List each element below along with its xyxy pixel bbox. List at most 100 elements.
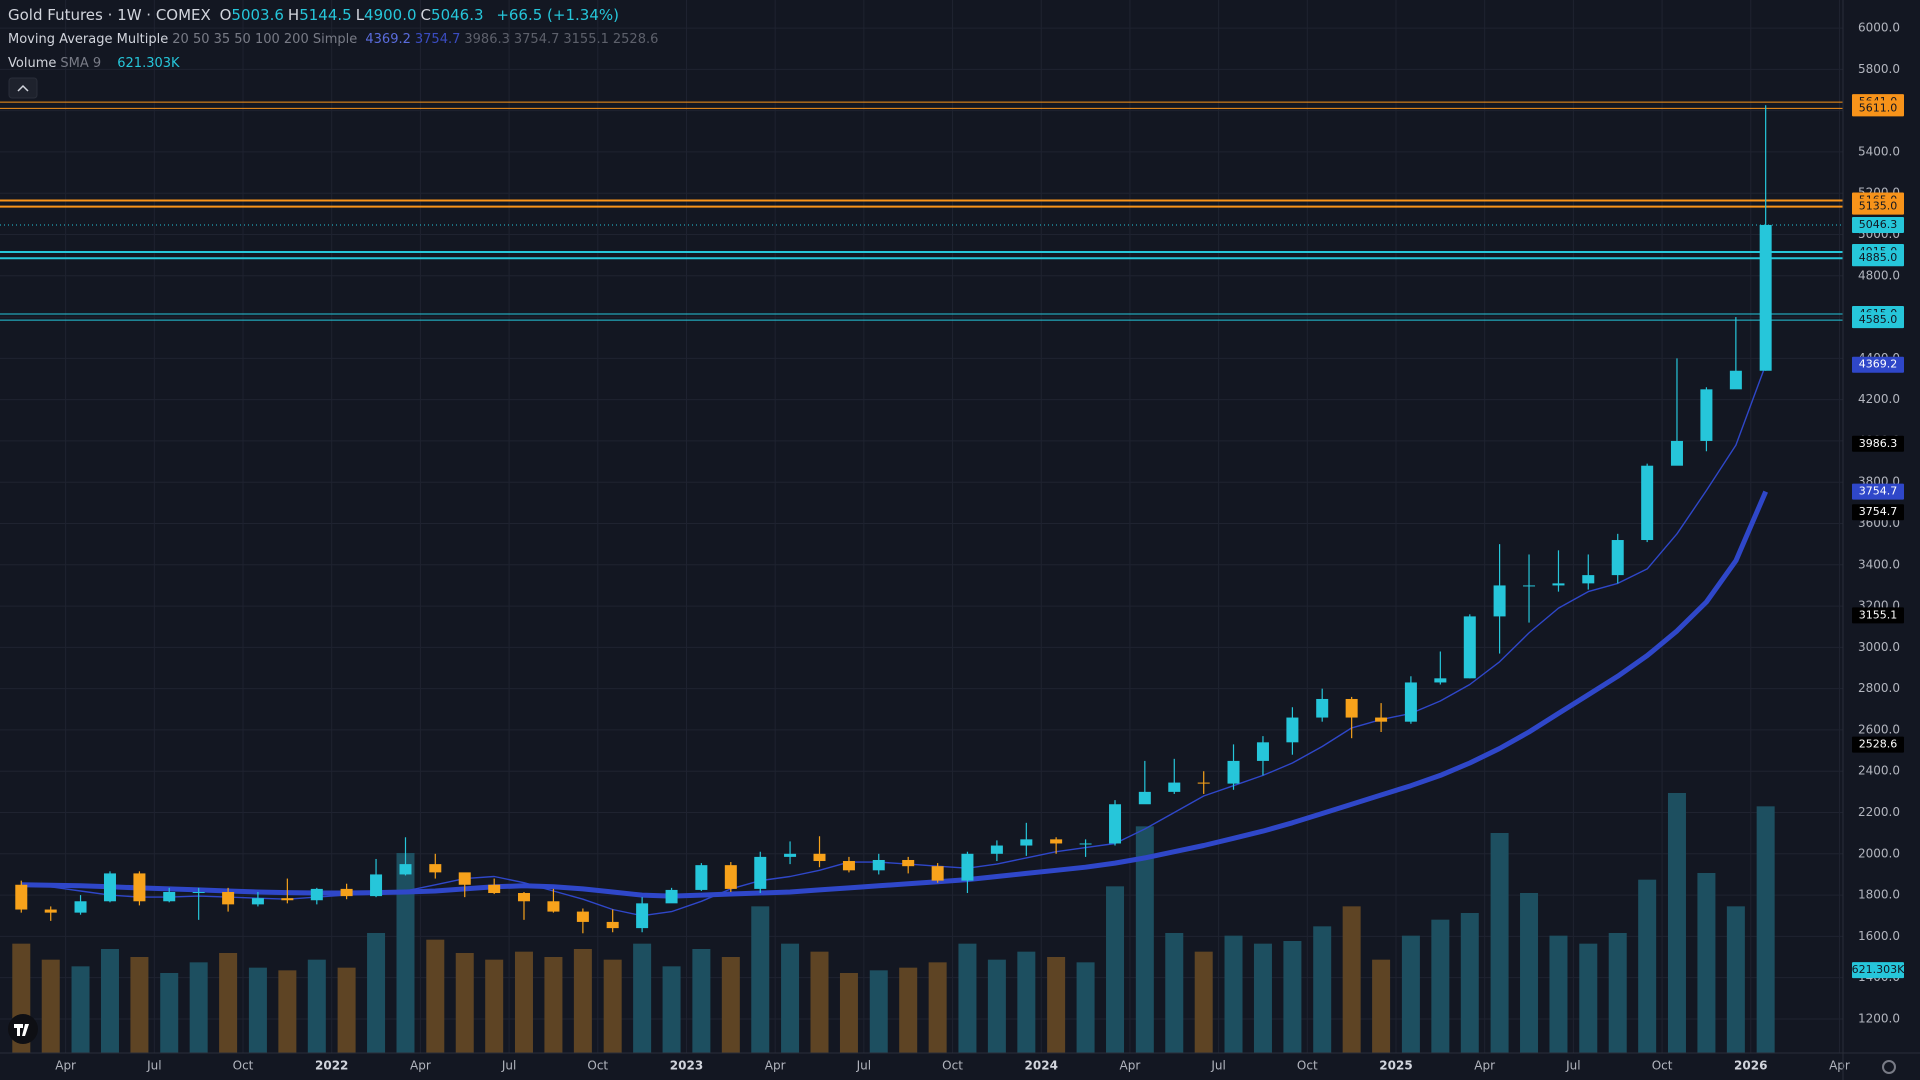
candle-body bbox=[517, 893, 530, 902]
volume-bar bbox=[1194, 951, 1213, 1053]
volume-bar bbox=[337, 967, 356, 1053]
volume-bar bbox=[839, 973, 858, 1053]
price-tag bbox=[1852, 312, 1904, 329]
y-tick-label: 4200.0 bbox=[1858, 392, 1900, 406]
candle-body bbox=[1168, 782, 1181, 792]
volume-bar bbox=[160, 973, 179, 1053]
x-tick-label: Jul bbox=[501, 1059, 516, 1073]
candle-body bbox=[1345, 698, 1358, 718]
settings-icon[interactable] bbox=[1882, 1060, 1896, 1074]
volume-bar bbox=[1106, 886, 1125, 1053]
volume-bar bbox=[1017, 951, 1036, 1053]
x-tick-label: Jul bbox=[1565, 1059, 1580, 1073]
candle-body bbox=[488, 884, 501, 894]
ma-values: 4369.2 3754.7 3986.3 3754.7 3155.1 2528.6 bbox=[365, 32, 662, 47]
collapse-chevron[interactable] bbox=[17, 84, 29, 92]
volume-value: 621.303K bbox=[117, 56, 180, 71]
candle-body bbox=[842, 861, 855, 871]
volume-bar bbox=[189, 962, 208, 1053]
logo-glyph[interactable] bbox=[14, 1024, 29, 1036]
price-tag-label: 4885.0 bbox=[1859, 251, 1898, 264]
candle-body bbox=[222, 891, 235, 905]
candle-body bbox=[103, 873, 116, 902]
price-tag bbox=[1852, 198, 1904, 215]
logo-circle[interactable] bbox=[8, 1014, 38, 1044]
candle-body bbox=[399, 864, 412, 875]
candle-body bbox=[251, 898, 264, 905]
x-tick-label: Apr bbox=[1829, 1059, 1850, 1073]
price-tag-label: 5611.0 bbox=[1859, 101, 1898, 114]
volume-name[interactable]: Volume bbox=[8, 56, 57, 71]
volume-bar bbox=[514, 951, 533, 1053]
candle-body bbox=[1552, 583, 1565, 586]
x-tick-label: Apr bbox=[1120, 1059, 1141, 1073]
y-tick-label: 6000.0 bbox=[1858, 21, 1900, 35]
y-tick-label: 2800.0 bbox=[1858, 681, 1900, 695]
ohlc-key: L bbox=[355, 6, 365, 24]
gear[interactable] bbox=[1882, 1060, 1896, 1074]
volume-bar bbox=[1726, 906, 1745, 1053]
volume-bar bbox=[1667, 793, 1686, 1053]
price-tag-label: 3754.7 bbox=[1859, 505, 1898, 518]
price-tag-label: 5046.3 bbox=[1859, 218, 1898, 231]
candle-body bbox=[1463, 616, 1476, 679]
volume-bar bbox=[1135, 826, 1154, 1053]
volume-bar bbox=[1490, 833, 1509, 1053]
volume-bar bbox=[1431, 919, 1450, 1053]
x-tick-label: 2024 bbox=[1025, 1059, 1058, 1073]
candle-body bbox=[784, 853, 797, 857]
volume-bar bbox=[603, 959, 622, 1053]
ma-value: 2528.6 bbox=[612, 32, 659, 47]
collapse-button[interactable] bbox=[8, 77, 38, 99]
price-tag-label: 3754.7 bbox=[1859, 485, 1898, 498]
symbol[interactable]: Gold Futures · 1W · COMEX bbox=[8, 6, 211, 24]
volume-bar bbox=[367, 933, 386, 1053]
volume-bar bbox=[987, 959, 1006, 1053]
candle-body bbox=[192, 891, 205, 893]
collapse-box[interactable] bbox=[8, 77, 38, 99]
ma-name[interactable]: Moving Average Multiple bbox=[8, 32, 169, 47]
volume-bar bbox=[248, 967, 267, 1053]
x-tick-label: Oct bbox=[942, 1059, 963, 1073]
candle-body bbox=[1641, 465, 1654, 541]
volume-bar bbox=[958, 943, 977, 1053]
volume-bar bbox=[869, 970, 888, 1053]
volume-bar bbox=[1047, 957, 1066, 1053]
volume-bar bbox=[1579, 943, 1598, 1053]
candle-body bbox=[636, 903, 649, 929]
candle-body bbox=[133, 873, 146, 902]
tv-logo[interactable] bbox=[8, 1014, 38, 1044]
volume-bar bbox=[100, 949, 119, 1053]
volume-bar bbox=[426, 939, 445, 1053]
x-tick-label: 2023 bbox=[670, 1059, 703, 1073]
x-tick-label: 2022 bbox=[315, 1059, 348, 1073]
candle-body bbox=[1434, 678, 1447, 683]
price-tag-label: 2528.6 bbox=[1859, 738, 1898, 751]
ohlc-value: 5144.5 bbox=[299, 6, 352, 24]
volume-bar bbox=[1372, 959, 1391, 1053]
ma-value: 4369.2 bbox=[365, 32, 411, 47]
volume-bar bbox=[71, 966, 90, 1053]
y-tick-label: 1600.0 bbox=[1858, 929, 1900, 943]
volume-bar bbox=[899, 967, 918, 1053]
ohlc: O5003.6 H5144.5 L4900.0 C5046.3 bbox=[220, 6, 488, 24]
y-tick-label: 2400.0 bbox=[1858, 764, 1900, 778]
y-tick-label: 1200.0 bbox=[1858, 1011, 1900, 1025]
volume-bar bbox=[219, 953, 238, 1053]
volume-bar bbox=[692, 949, 711, 1053]
price-tag-label: 4585.0 bbox=[1859, 313, 1898, 326]
volume-bar bbox=[1697, 873, 1716, 1053]
candle-body bbox=[1611, 540, 1624, 576]
volume-bar bbox=[721, 957, 740, 1053]
price-tag bbox=[1852, 250, 1904, 267]
x-tick-label: Jul bbox=[856, 1059, 871, 1073]
price-tag-label: 621.303K bbox=[1852, 963, 1905, 976]
volume-bar bbox=[455, 953, 474, 1053]
x-tick-label: Jul bbox=[1210, 1059, 1225, 1073]
volume-bar bbox=[1076, 962, 1095, 1053]
candle-body bbox=[340, 888, 353, 897]
price-tag-label: 3986.3 bbox=[1859, 437, 1898, 450]
price-tag bbox=[1852, 216, 1904, 233]
candle-body bbox=[961, 853, 974, 881]
candle-body bbox=[370, 874, 383, 897]
